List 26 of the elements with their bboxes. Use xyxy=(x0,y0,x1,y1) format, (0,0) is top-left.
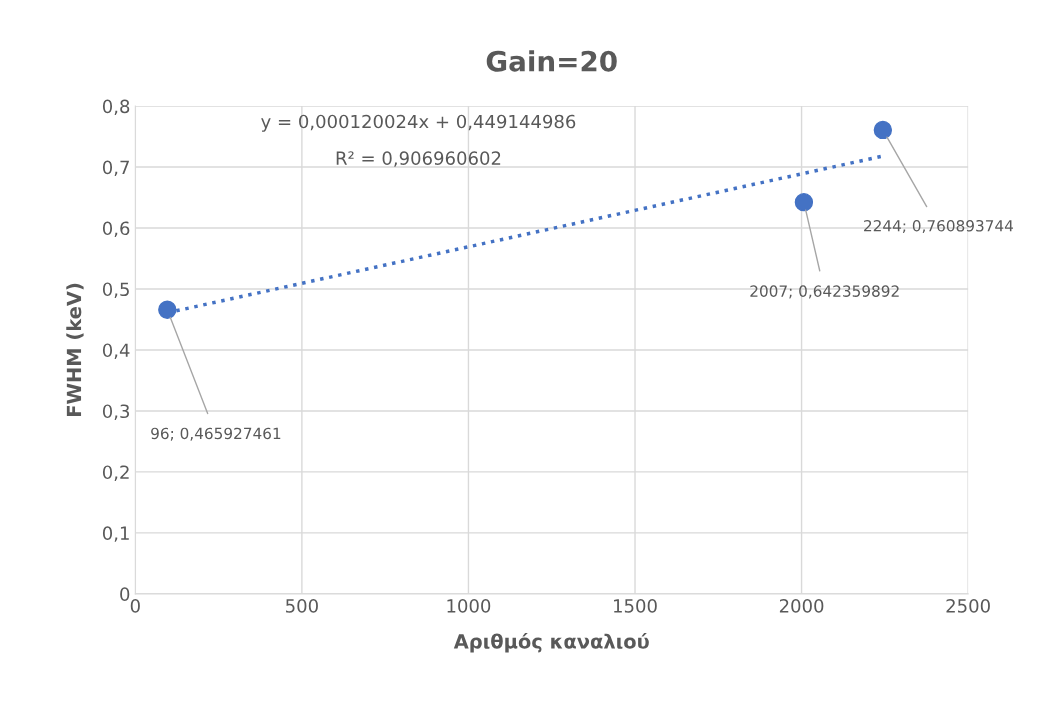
annotation: R² = 0,906960602 xyxy=(336,151,501,167)
x-tick-label: 1000 xyxy=(447,599,491,613)
annotation: y = 0,000120024x + 0,449144986 xyxy=(261,114,576,132)
y-tick-label: 0,6 xyxy=(102,221,130,237)
chart-title: Gain=20 xyxy=(486,50,617,72)
data-label: 2244; 0,760893744 xyxy=(864,220,1014,234)
y-tick-label: 0,3 xyxy=(102,404,130,420)
y-tick-label: 0 xyxy=(120,587,130,601)
x-tick-label: 0 xyxy=(130,599,140,613)
y-tick-label: 0,8 xyxy=(102,99,130,116)
point xyxy=(794,192,814,212)
y-tick-label: 0,5 xyxy=(102,282,129,298)
x-tick-label: 500 xyxy=(286,599,318,613)
x-tick-label: 1500 xyxy=(614,599,657,613)
x-tick-label: 2500 xyxy=(946,599,990,613)
y-tick-label: 0,4 xyxy=(102,343,130,359)
data-label: 96; 0,465927461 xyxy=(151,427,281,441)
point xyxy=(873,120,893,140)
x-tick-label: 2000 xyxy=(779,599,824,613)
point xyxy=(158,300,177,319)
y-axis-title: FWHM (keV) xyxy=(66,283,84,416)
y-tick-label: 0,7 xyxy=(102,160,129,176)
y-tick-label: 0,2 xyxy=(102,465,129,481)
x-axis-title: Αριθμός καναλιού xyxy=(453,632,649,653)
y-tick-label: 0,1 xyxy=(102,526,129,542)
data-label: 2007; 0,642359892 xyxy=(750,285,899,299)
